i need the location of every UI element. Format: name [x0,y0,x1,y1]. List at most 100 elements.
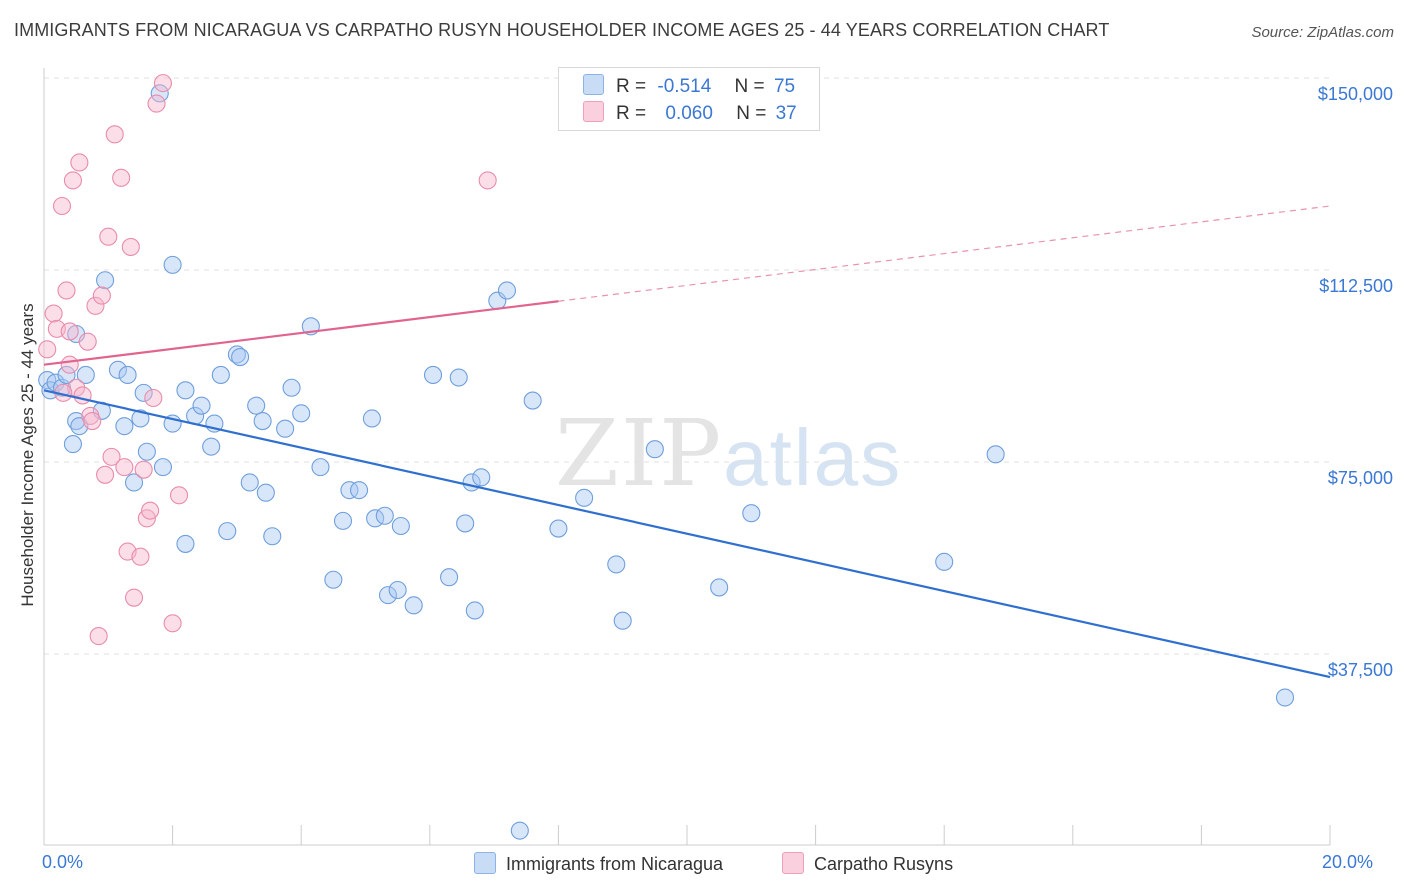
correlation-legend: R = -0.514 N = 75 R = 0.060 N = 37 [558,67,820,131]
point-nicaragua [378,586,398,605]
point-nicaragua [607,555,626,574]
legend-n-value: 75 [773,76,796,97]
point-nicaragua [253,411,272,431]
point-nicaragua [134,383,153,402]
point-nicaragua [742,504,761,523]
legend-n-label: N = [736,103,767,124]
point-carpatho [86,296,105,315]
point-nicaragua [247,396,266,415]
point-carpatho [115,458,134,477]
point-carpatho [134,460,153,479]
trendline-carpatho [43,300,559,366]
point-nicaragua [63,435,82,454]
point-nicaragua [240,473,259,492]
bottom-legend-label: Carpatho Rusyns [814,854,954,874]
point-nicaragua [986,445,1005,464]
legend-r-value: 0.060 [665,103,713,124]
point-nicaragua [176,534,195,553]
point-carpatho [124,588,144,607]
point-nicaragua [282,378,301,397]
point-carpatho [52,196,72,216]
point-carpatho [141,501,160,520]
point-nicaragua [423,365,443,385]
point-nicaragua [115,417,134,436]
point-nicaragua [231,347,250,367]
point-carpatho [38,340,57,359]
bottom-legend-swatch-nicaragua [474,852,496,874]
point-nicaragua [350,481,369,500]
legend-swatch-carpatho [583,101,604,122]
point-nicaragua [645,440,664,459]
point-nicaragua [449,368,468,387]
point-nicaragua [456,514,475,533]
point-nicaragua [67,411,86,431]
y-tick-label: $37,500 [1328,660,1393,680]
bottom-legend-nicaragua: Immigrants from Nicaragua [474,852,723,875]
point-carpatho [44,304,63,323]
point-nicaragua [388,580,407,600]
x-tick-label-max: 20.0% [1322,852,1374,872]
point-nicaragua [575,488,594,507]
point-nicaragua [108,360,127,379]
point-nicaragua [131,409,150,428]
point-nicaragua [510,821,529,840]
point-nicaragua [192,396,211,415]
point-carpatho [102,447,121,466]
legend-r-label: R = [616,103,647,124]
point-nicaragua [76,365,95,385]
point-carpatho [70,153,89,172]
point-carpatho [73,386,92,405]
point-nicaragua [523,391,542,410]
legend-n-label: N = [734,76,765,97]
point-nicaragua [176,381,195,400]
point-nicaragua [292,404,311,423]
y-tick-label: $112,500 [1319,276,1393,296]
point-carpatho [144,388,163,408]
legend-r-value: -0.514 [657,76,712,97]
point-carpatho [147,94,166,113]
point-carpatho [83,411,102,431]
point-carpatho [60,355,79,374]
point-nicaragua [202,437,221,456]
point-carpatho [89,627,108,646]
x-tick-label-min: 0.0% [42,852,84,872]
point-nicaragua [118,365,137,385]
point-nicaragua [96,271,115,290]
point-nicaragua [1275,688,1295,707]
point-carpatho [63,171,82,190]
legend-r-label: R = [616,76,647,97]
point-carpatho [99,227,118,246]
point-nicaragua [404,596,423,615]
trendline-nicaragua [43,389,1331,679]
bottom-legend-label: Immigrants from Nicaragua [506,854,724,874]
point-nicaragua [211,365,230,385]
point-nicaragua [391,516,410,536]
point-nicaragua [375,506,394,525]
point-nicaragua [263,527,282,546]
point-nicaragua [465,601,484,620]
point-carpatho [131,547,150,566]
point-nicaragua [218,522,237,541]
point-nicaragua [710,578,729,597]
point-nicaragua [440,568,459,587]
trendline-carpatho-extension [558,205,1331,302]
y-tick-label: $75,000 [1328,468,1393,488]
point-nicaragua [124,473,144,492]
point-nicaragua [163,255,182,274]
point-carpatho [92,286,111,305]
point-nicaragua [935,552,954,571]
bottom-legend-swatch-carpatho [782,852,804,874]
point-nicaragua [150,84,169,103]
legend-swatch-nicaragua [583,74,604,95]
point-nicaragua [497,281,517,300]
point-nicaragua [333,511,353,530]
bottom-legend-carpatho: Carpatho Rusyns [782,852,953,875]
point-nicaragua [153,458,173,477]
point-nicaragua [613,611,632,630]
y-tick-label: $150,000 [1318,84,1393,104]
legend-row-nicaragua: R = -0.514 N = 75 [583,74,795,100]
point-nicaragua [311,458,330,477]
point-nicaragua [472,468,491,487]
point-carpatho [96,465,115,484]
point-carpatho [163,614,182,633]
